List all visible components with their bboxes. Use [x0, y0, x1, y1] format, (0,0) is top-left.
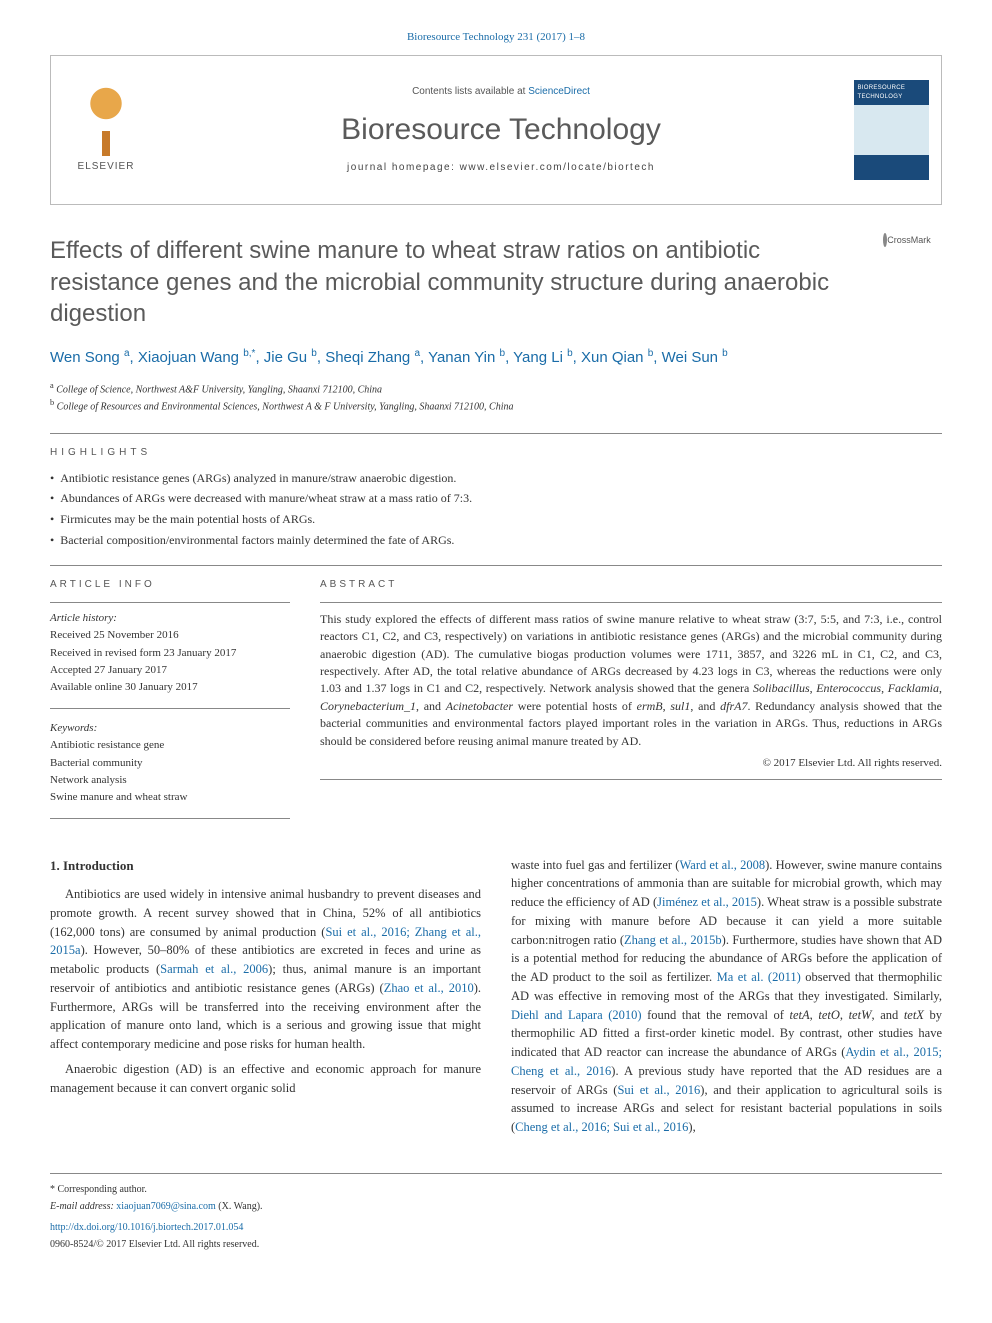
keywords-label: Keywords: [50, 721, 290, 736]
issn-copyright: 0960-8524/© 2017 Elsevier Ltd. All right… [50, 1237, 942, 1252]
divider [50, 602, 290, 603]
elsevier-tree-icon [76, 86, 136, 156]
affiliation: b College of Resources and Environmental… [50, 397, 942, 414]
divider [50, 433, 942, 434]
divider [50, 708, 290, 709]
contents-available: Contents lists available at ScienceDirec… [412, 85, 590, 99]
email-suffix: (X. Wang). [216, 1201, 263, 1212]
journal-cover-icon: BIORESOURCE TECHNOLOGY [854, 80, 929, 180]
ref-link[interactable]: Jiménez et al., 2015 [657, 895, 757, 909]
email-line: E-mail address: xiaojuan7069@sina.com (X… [50, 1199, 942, 1214]
email-link[interactable]: xiaojuan7069@sina.com [116, 1201, 215, 1212]
article-body: 1. Introduction Antibiotics are used wid… [50, 856, 942, 1254]
ref-link[interactable]: Aydin et al., 2015; Cheng et al., 2016 [511, 1045, 942, 1078]
doi-link[interactable]: http://dx.doi.org/10.1016/j.biortech.201… [50, 1222, 243, 1233]
ref-link[interactable]: Ma et al. (2011) [717, 970, 801, 984]
ref-link[interactable]: Zhang et al., 2015b [624, 933, 722, 947]
keyword-item: Antibiotic resistance gene [50, 738, 290, 753]
history-item: Available online 30 January 2017 [50, 680, 290, 695]
highlight-item: Abundances of ARGs were decreased with m… [50, 490, 942, 507]
highlight-item: Antibiotic resistance genes (ARGs) analy… [50, 470, 942, 487]
sciencedirect-link[interactable]: ScienceDirect [528, 86, 590, 97]
abstract-text: This study explored the effects of diffe… [320, 611, 942, 750]
ref-link[interactable]: Sui et al., 2016; Zhang et al., 2015a [50, 925, 481, 958]
info-abstract-row: ARTICLE INFO Article history: Received 2… [50, 565, 942, 831]
article-info-column: ARTICLE INFO Article history: Received 2… [50, 578, 290, 831]
ref-link[interactable]: Zhao et al., 2010 [384, 981, 474, 995]
section-heading-intro: 1. Introduction [50, 856, 481, 876]
body-paragraph: Anaerobic digestion (AD) is an effective… [50, 1060, 481, 1098]
corresponding-author: * Corresponding author. [50, 1182, 942, 1197]
ref-link[interactable]: Sarmah et al., 2006 [160, 962, 268, 976]
ref-link[interactable]: Sui et al., 2016 [617, 1083, 700, 1097]
header-center: Contents lists available at ScienceDirec… [161, 56, 841, 204]
divider [320, 602, 942, 603]
article-title: Effects of different swine manure to whe… [50, 235, 942, 329]
publisher-logo-cell: ELSEVIER [51, 56, 161, 204]
top-citation: Bioresource Technology 231 (2017) 1–8 [50, 30, 942, 45]
ref-link[interactable]: Cheng et al., 2016; Sui et al., 2016 [515, 1120, 688, 1134]
journal-title: Bioresource Technology [341, 109, 661, 151]
affiliation: a College of Science, Northwest A&F Univ… [50, 380, 942, 397]
highlight-item: Bacterial composition/environmental fact… [50, 532, 942, 549]
author-list: Wen Song a, Xiaojuan Wang b,*, Jie Gu b,… [50, 347, 942, 368]
journal-header: ELSEVIER Contents lists available at Sci… [50, 55, 942, 205]
crossmark-label: CrossMark [887, 235, 931, 245]
abstract-column: ABSTRACT This study explored the effects… [320, 578, 942, 831]
highlights-label: HIGHLIGHTS [50, 446, 942, 460]
history-label: Article history: [50, 611, 290, 626]
highlight-item: Firmicutes may be the main potential hos… [50, 511, 942, 528]
article-info-label: ARTICLE INFO [50, 578, 290, 592]
journal-homepage[interactable]: journal homepage: www.elsevier.com/locat… [347, 161, 655, 175]
article-title-text: Effects of different swine manure to whe… [50, 237, 829, 326]
history-item: Accepted 27 January 2017 [50, 663, 290, 678]
abstract-copyright: © 2017 Elsevier Ltd. All rights reserved… [320, 756, 942, 771]
body-paragraph: Antibiotics are used widely in intensive… [50, 885, 481, 1054]
highlights-list: Antibiotic resistance genes (ARGs) analy… [50, 470, 942, 549]
elsevier-text: ELSEVIER [76, 160, 136, 174]
contents-prefix: Contents lists available at [412, 86, 528, 97]
email-label: E-mail address: [50, 1201, 116, 1212]
divider [50, 818, 290, 819]
ref-link[interactable]: Diehl and Lapara (2010) [511, 1008, 642, 1022]
citation-link[interactable]: Bioresource Technology 231 (2017) 1–8 [407, 31, 585, 43]
ref-link[interactable]: Ward et al., 2008 [679, 858, 765, 872]
elsevier-logo[interactable]: ELSEVIER [76, 86, 136, 174]
keyword-item: Swine manure and wheat straw [50, 790, 290, 805]
journal-cover-cell: BIORESOURCE TECHNOLOGY [841, 56, 941, 204]
abstract-label: ABSTRACT [320, 578, 942, 592]
keyword-item: Bacterial community [50, 756, 290, 771]
body-paragraph: waste into fuel gas and fertilizer (Ward… [511, 856, 942, 1137]
history-item: Received in revised form 23 January 2017 [50, 646, 290, 661]
crossmark-badge[interactable]: CrossMark [872, 235, 942, 247]
history-item: Received 25 November 2016 [50, 628, 290, 643]
affiliations: a College of Science, Northwest A&F Univ… [50, 380, 942, 415]
keyword-item: Network analysis [50, 773, 290, 788]
page-footer: * Corresponding author. E-mail address: … [50, 1173, 942, 1254]
cover-title: BIORESOURCE TECHNOLOGY [858, 84, 925, 101]
divider [320, 779, 942, 780]
